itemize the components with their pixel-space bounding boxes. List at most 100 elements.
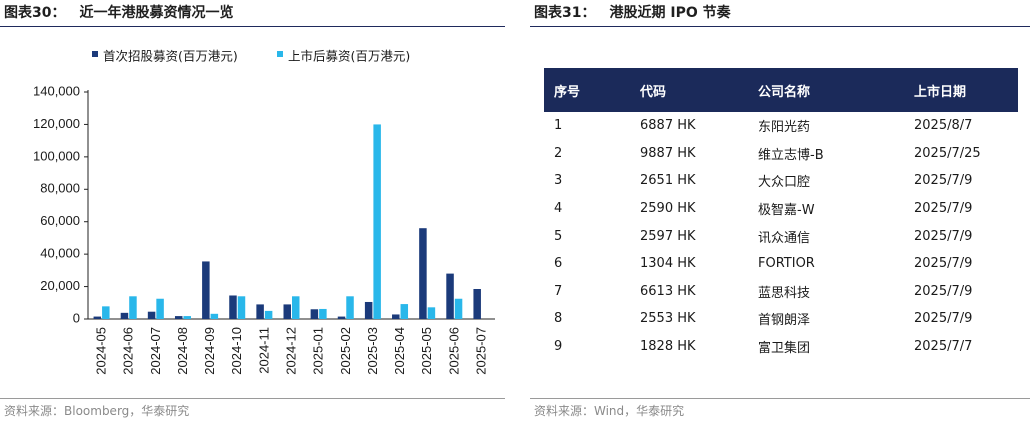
cell-listing-date: 2025/7/9 bbox=[914, 228, 973, 244]
table-row: 1 6887 HK 东阳光药 2025/8/7 bbox=[544, 112, 1018, 140]
y-tick-label: 20,000 bbox=[40, 278, 80, 293]
cell-index: 8 bbox=[554, 311, 563, 327]
table-title-rule bbox=[530, 26, 1030, 27]
x-tick-label: 2025-04 bbox=[392, 327, 407, 375]
x-tick-label: 2024-12 bbox=[284, 327, 299, 375]
y-tick-label: 60,000 bbox=[40, 213, 80, 228]
bar-ipo-raise bbox=[283, 304, 291, 319]
cell-listing-date: 2025/7/9 bbox=[914, 283, 973, 299]
header-code: 代码 bbox=[630, 68, 748, 112]
header-company: 公司名称 bbox=[748, 68, 904, 112]
bar-post-listing-raise bbox=[129, 296, 137, 319]
cell-company: 东阳光药 bbox=[758, 120, 811, 136]
table-bottom-rule bbox=[530, 398, 1030, 399]
table-figure-title: 图表31： 港股近期 IPO 节奏 bbox=[534, 2, 731, 22]
table-row: 7 6613 HK 蓝思科技 2025/7/9 bbox=[544, 278, 1018, 306]
cell-company: 大众口腔 bbox=[758, 175, 811, 191]
table-row: 3 2651 HK 大众口腔 2025/7/9 bbox=[544, 167, 1018, 195]
ipo-table: 序号 代码 公司名称 上市日期 1 6887 HK 东阳光药 2025/8/7 2 988… bbox=[544, 68, 1018, 360]
table-source-note: 资料来源：Wind，华泰研究 bbox=[534, 404, 685, 418]
table-row: 8 2553 HK 首钢朗泽 2025/7/9 bbox=[544, 305, 1018, 333]
bar-ipo-raise bbox=[147, 311, 156, 319]
table-row: 2 9887 HK 维立志博-B 2025/7/25 bbox=[544, 140, 1018, 168]
y-tick-label: 80,000 bbox=[40, 181, 80, 196]
legend-swatch bbox=[277, 51, 283, 57]
legend-label: 首次招股募资(百万港元) bbox=[103, 49, 238, 64]
y-tick-label: 40,000 bbox=[40, 246, 80, 261]
bar-post-listing-raise bbox=[102, 306, 110, 319]
x-tick-label: 2024-11 bbox=[256, 327, 271, 374]
cell-code: 6887 HK bbox=[640, 118, 696, 134]
cell-listing-date: 2025/7/25 bbox=[914, 145, 981, 161]
cell-company: 首钢朗泽 bbox=[758, 313, 811, 329]
x-tick-label: 2024-08 bbox=[175, 327, 190, 375]
y-tick-label: 140,000 bbox=[33, 83, 80, 98]
bar-ipo-raise bbox=[202, 261, 210, 319]
table-row: 9 1828 HK 富卫集团 2025/7/7 bbox=[544, 333, 1018, 361]
bar-ipo-raise bbox=[392, 314, 400, 319]
x-tick-label: 2025-06 bbox=[446, 327, 461, 375]
cell-code: 9887 HK bbox=[640, 145, 696, 161]
x-tick-label: 2025-03 bbox=[365, 327, 380, 375]
table-row: 6 1304 HK FORTIOR 2025/7/9 bbox=[544, 250, 1018, 278]
x-tick-label: 2025-05 bbox=[419, 327, 434, 375]
cell-company: FORTIOR bbox=[758, 256, 815, 272]
cell-code: 2651 HK bbox=[640, 173, 696, 189]
legend-label: 上市后募资(百万港元) bbox=[288, 49, 410, 64]
bar-ipo-raise bbox=[229, 295, 237, 319]
chart-title-rule bbox=[0, 26, 505, 27]
bar-ipo-raise bbox=[446, 273, 454, 319]
x-tick-label: 2025-07 bbox=[473, 327, 488, 375]
cell-code: 2553 HK bbox=[640, 311, 696, 327]
table-figure-number: 图表31： bbox=[534, 5, 596, 21]
table-body: 1 6887 HK 东阳光药 2025/8/7 2 9887 HK 维立志博-B 2025/7… bbox=[544, 112, 1018, 360]
x-tick-label: 2024-06 bbox=[121, 327, 136, 375]
cell-company: 维立志博-B bbox=[758, 147, 824, 163]
table-row: 5 2597 HK 讯众通信 2025/7/9 bbox=[544, 222, 1018, 250]
table-panel: 图表31： 港股近期 IPO 节奏 序号 代码 公司名称 上市日期 1 6887 H… bbox=[530, 0, 1030, 424]
cell-index: 9 bbox=[554, 339, 563, 355]
x-tick-label: 2025-01 bbox=[311, 327, 326, 375]
bar-ipo-raise bbox=[256, 304, 264, 319]
cell-index: 6 bbox=[554, 256, 563, 272]
cell-company: 富卫集团 bbox=[758, 341, 811, 357]
bar-post-listing-raise bbox=[156, 298, 164, 319]
bar-post-listing-raise bbox=[346, 296, 354, 319]
chart-figure-number: 图表30： bbox=[4, 5, 66, 21]
cell-code: 1304 HK bbox=[640, 256, 696, 272]
bar-ipo-raise bbox=[364, 301, 373, 319]
cell-company: 讯众通信 bbox=[758, 230, 811, 246]
y-tick-label: 0 bbox=[73, 310, 80, 325]
bar-chart: 首次招股募资(百万港元) 上市后募资(百万港元) 0 20,000 40,000 60,0… bbox=[33, 49, 495, 375]
bar-post-listing-raise bbox=[237, 296, 246, 319]
bar-post-listing-raise bbox=[373, 124, 381, 319]
chart-figure-text: 近一年港股募资情况一览 bbox=[79, 5, 234, 21]
bar-post-listing-raise bbox=[292, 296, 300, 319]
header-listing-date: 上市日期 bbox=[904, 68, 1018, 112]
bar-post-listing-raise bbox=[454, 298, 463, 319]
legend-swatch bbox=[92, 51, 98, 57]
bar-post-listing-raise bbox=[400, 304, 409, 319]
cell-index: 5 bbox=[554, 228, 563, 244]
x-tick-label: 2024-07 bbox=[148, 327, 163, 375]
y-tick-label: 120,000 bbox=[33, 116, 80, 131]
cell-index: 3 bbox=[554, 173, 563, 189]
cell-index: 7 bbox=[554, 283, 563, 299]
cell-company: 蓝思科技 bbox=[758, 285, 811, 301]
cell-listing-date: 2025/8/7 bbox=[914, 118, 973, 134]
bar-post-listing-raise bbox=[183, 316, 191, 319]
bar-post-listing-raise bbox=[319, 308, 327, 319]
chart-panel: 图表30： 近一年港股募资情况一览 首次招股募资(百万港元) 上市后募资(百万港元)… bbox=[0, 0, 505, 424]
bar-ipo-raise bbox=[310, 309, 319, 319]
chart-source-note: 资料来源：Bloomberg，华泰研究 bbox=[4, 404, 190, 418]
x-tick-label: 2025-02 bbox=[338, 327, 353, 375]
cell-listing-date: 2025/7/9 bbox=[914, 173, 973, 189]
bar-ipo-raise bbox=[419, 228, 427, 319]
bar-ipo-raise bbox=[174, 316, 183, 319]
table-row: 4 2590 HK 极智嘉-W 2025/7/9 bbox=[544, 195, 1018, 223]
cell-listing-date: 2025/7/9 bbox=[914, 201, 973, 217]
chart-bottom-rule bbox=[0, 398, 505, 399]
y-tick-label: 100,000 bbox=[33, 148, 80, 163]
chart-figure-title: 图表30： 近一年港股募资情况一览 bbox=[4, 2, 233, 22]
bar-ipo-raise bbox=[473, 289, 481, 319]
